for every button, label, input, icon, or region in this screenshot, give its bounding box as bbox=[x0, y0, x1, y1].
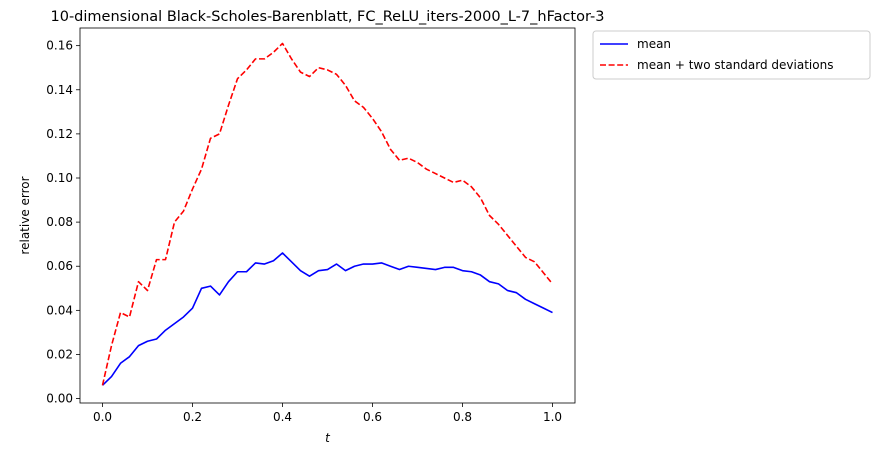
y-axis-label: relative error bbox=[18, 176, 32, 254]
series-line-2 bbox=[101, 42, 554, 386]
y-tick-label: 0.16 bbox=[46, 39, 73, 53]
legend: mean mean + two standard deviations bbox=[592, 30, 871, 80]
y-tick-label: 0.00 bbox=[46, 392, 73, 406]
x-tick-label: 0.4 bbox=[273, 410, 292, 424]
chart-title: 10-dimensional Black-Scholes-Barenblatt,… bbox=[51, 9, 605, 25]
x-tick-label: 0.2 bbox=[183, 410, 202, 424]
y-axis-ticks: 0.00 0.02 0.04 0.06 0.08 0.10 0.12 0.14 0.16 bbox=[46, 39, 80, 406]
x-tick-label: 0.0 bbox=[93, 410, 112, 424]
legend-label-2: mean + two standard deviations bbox=[637, 58, 833, 72]
axes-frame bbox=[79, 27, 576, 404]
y-tick-label: 0.06 bbox=[46, 259, 73, 273]
x-axis-ticks: 0.0 0.2 0.4 0.6 0.8 1.0 bbox=[93, 403, 562, 424]
y-tick-label: 0.04 bbox=[46, 303, 73, 317]
series-line-1 bbox=[101, 252, 553, 386]
y-tick-label: 0.12 bbox=[46, 127, 73, 141]
y-tick-label: 0.02 bbox=[46, 347, 73, 361]
plot-area bbox=[101, 42, 554, 386]
y-tick-label: 0.10 bbox=[46, 171, 73, 185]
y-tick-label: 0.08 bbox=[46, 215, 73, 229]
x-tick-label: 0.6 bbox=[363, 410, 382, 424]
legend-frame bbox=[592, 30, 871, 80]
x-tick-label: 0.8 bbox=[453, 410, 472, 424]
legend-label-1: mean bbox=[637, 37, 671, 51]
x-tick-label: 1.0 bbox=[543, 410, 562, 424]
y-tick-label: 0.14 bbox=[46, 83, 73, 97]
x-axis-label: t bbox=[325, 431, 331, 445]
